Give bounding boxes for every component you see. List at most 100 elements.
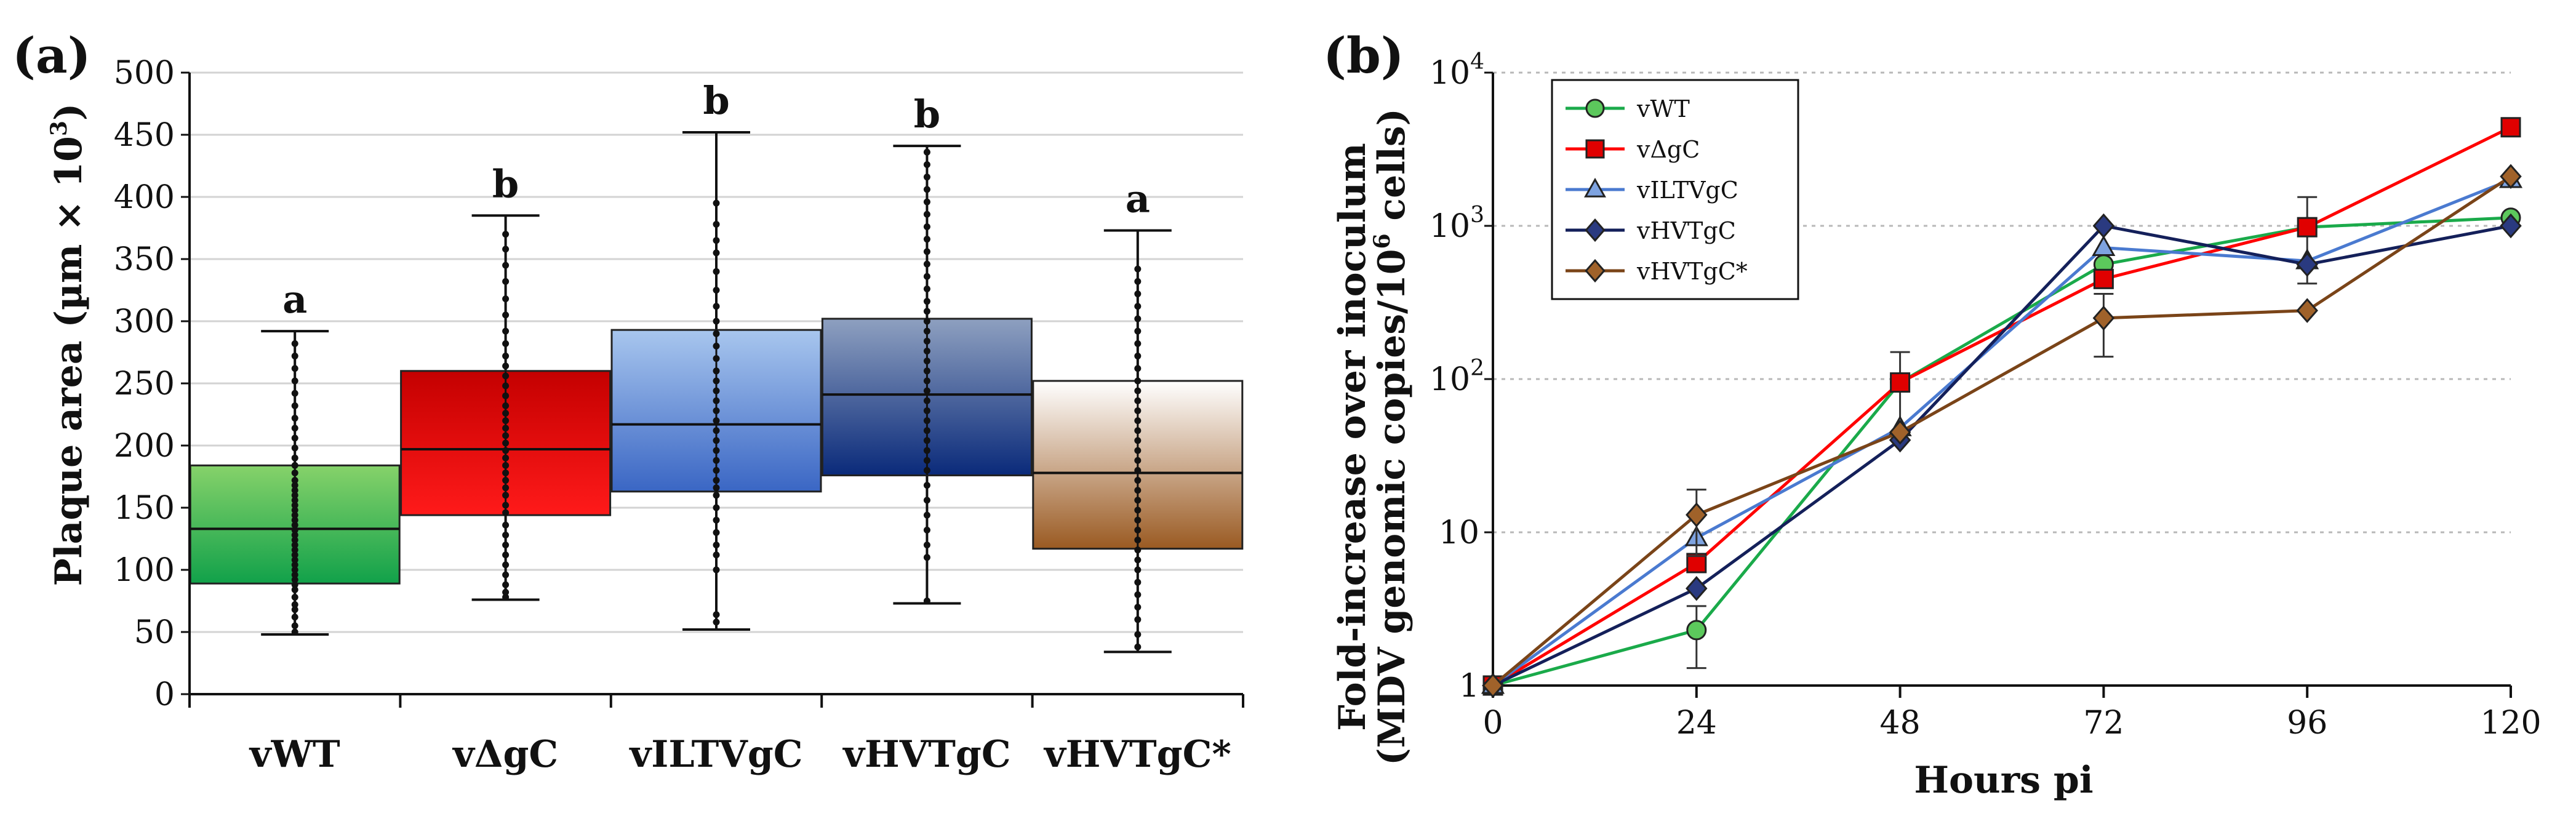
panel-b-x-ticks: 0 24 48 72 96 120 [1482,686,2542,742]
data-point [502,372,510,380]
data-point [713,407,720,414]
data-point [291,628,298,636]
series-line [1492,224,2511,687]
x-tick-label-72: 72 [2083,705,2124,742]
data-point [291,561,298,569]
data-point [502,581,510,588]
data-point [291,482,298,489]
data-point [502,246,510,253]
data-point [713,237,720,244]
y-tick-label-100: 100 [114,552,175,589]
legend-item-v-gc: vΔgC [1566,136,1700,163]
data-point [291,622,298,630]
y-tick-label-200: 200 [114,428,175,465]
panel-a-boxes: a b b b a [189,78,1244,654]
data-point [713,249,720,257]
data-point [502,425,510,432]
box-vhvtgc: a [1032,177,1244,654]
data-point [713,199,720,207]
data-point [502,392,510,399]
x-label-vwt: vWT [249,733,340,776]
data-point [923,511,930,519]
data-point [502,492,510,499]
data-point [713,618,720,626]
data-point [502,454,510,462]
data-point [291,516,298,524]
data-point [713,427,720,434]
data-point [713,529,720,536]
data-point [291,537,298,544]
data-point [923,236,930,243]
data-point [923,327,930,335]
data-point [713,367,720,375]
legend-item-vwt: vWT [1566,95,1690,122]
legend-label: vΔgC [1636,136,1700,163]
x-label-v-gc: vΔgC [452,733,558,776]
data-point [713,566,720,574]
data-point [923,347,930,354]
data-point-48h [1890,372,1911,393]
data-point [502,417,510,425]
data-point [1134,466,1142,474]
data-point [1134,631,1142,638]
data-point [713,330,720,337]
y-tick-label-10000: 104 [1430,49,1484,92]
legend-label: vHVTgC* [1636,258,1748,285]
data-point [502,402,510,409]
data-point [291,477,298,484]
data-point [502,409,510,417]
data-point [1134,616,1142,623]
x-tick-label-120: 120 [2480,705,2541,742]
box-v-gc: b [400,161,612,601]
data-point [1134,407,1142,414]
y-tick-label-0: 0 [154,676,175,713]
data-point [291,571,298,578]
box-viltvgc: b [610,78,822,631]
data-point [923,482,930,489]
data-point-72h [2092,235,2116,257]
data-point [291,606,298,614]
legend-marker [1585,258,1606,283]
data-point [1134,397,1142,404]
y-tick-label-400: 400 [114,179,175,216]
data-point [502,502,510,509]
panel-a-boxplot: (a) Plaque area (µm × 103) 0 50 100 150 200 2… [12,26,1244,776]
box-vhvtgc: b [821,92,1033,605]
data-point [713,447,720,454]
data-point [1134,566,1142,574]
y-tick-label-500: 500 [114,55,175,92]
data-point [502,278,510,285]
data-point-120h [2500,164,2522,190]
panel-a-axes [188,73,1244,708]
data-point [291,497,298,504]
y-tick-label-300: 300 [114,303,175,340]
x-tick-label-24: 24 [1676,705,1717,742]
data-point [502,432,510,439]
y-tick-label-450: 450 [114,117,175,154]
data-point [502,231,510,238]
panel-b-gridlines [1493,71,2511,534]
data-point [713,551,720,559]
data-point [1134,526,1142,534]
data-point [502,311,510,319]
data-point [291,462,298,469]
data-point [1134,447,1142,454]
legend-marker [1584,177,1606,198]
data-point [923,298,930,305]
panel-a-x-labels: vWT vΔgC vILTVgC vHVTgC vHVTgC* [249,733,1231,776]
data-point [291,492,298,499]
data-point [923,308,930,315]
significance-label-vwt: a [282,277,307,322]
data-point [923,367,930,375]
y-tick-label-100: 102 [1430,356,1484,398]
data-point [291,566,298,574]
data-point [713,355,720,362]
data-point [1134,643,1142,650]
data-point [1134,477,1142,484]
data-point [1134,365,1142,372]
legend-marker [1585,218,1606,242]
x-tick-label-96: 96 [2287,705,2327,742]
data-point [1134,290,1142,298]
data-point [923,248,930,255]
